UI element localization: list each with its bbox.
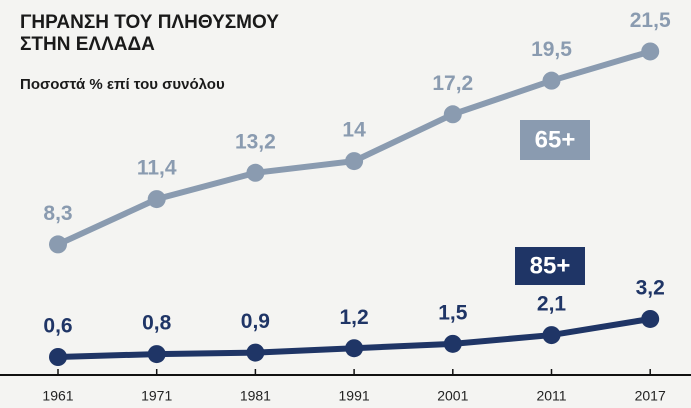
legend-label: 65+ bbox=[535, 126, 576, 153]
point bbox=[345, 152, 363, 170]
point bbox=[148, 190, 166, 208]
point bbox=[641, 310, 659, 328]
point bbox=[444, 335, 462, 353]
value-label: 1,5 bbox=[438, 301, 468, 324]
value-label: 11,4 bbox=[137, 157, 177, 180]
value-label: 0,6 bbox=[43, 315, 72, 338]
value-label: 13,2 bbox=[235, 130, 276, 153]
chart: ΓΗΡΑΝΣΗ ΤΟΥ ΠΛΗΘΥΣΜΟΥ ΣΤΗΝ ΕΛΛΑΔΑ Ποσοστ… bbox=[0, 0, 691, 408]
x-tick-label: 1971 bbox=[141, 388, 172, 404]
value-label: 3,2 bbox=[636, 277, 665, 300]
value-label: 17,2 bbox=[432, 72, 473, 95]
x-tick-label: 1961 bbox=[42, 388, 73, 404]
point bbox=[246, 344, 264, 362]
x-tick-label: 1981 bbox=[240, 388, 271, 404]
legend-label: 85+ bbox=[530, 252, 571, 279]
value-label: 2,1 bbox=[537, 293, 567, 316]
x-tick-label: 2001 bbox=[437, 388, 468, 404]
value-label: 14 bbox=[342, 119, 366, 142]
value-label: 21,5 bbox=[630, 9, 671, 32]
point bbox=[641, 42, 659, 60]
point bbox=[49, 235, 67, 253]
value-label: 0,9 bbox=[241, 310, 270, 333]
point bbox=[246, 164, 264, 182]
x-tick-label: 2017 bbox=[635, 388, 666, 404]
x-tick-label: 2011 bbox=[536, 388, 566, 404]
value-label: 1,2 bbox=[339, 306, 368, 329]
point bbox=[345, 339, 363, 357]
point bbox=[49, 348, 67, 366]
value-label: 0,8 bbox=[142, 312, 172, 335]
x-tick-label: 1991 bbox=[339, 388, 370, 404]
point bbox=[543, 72, 561, 90]
point bbox=[148, 345, 166, 363]
point bbox=[444, 105, 462, 123]
value-label: 8,3 bbox=[43, 202, 72, 225]
plot: 1961 1971 1981 1991 2001 2011 2017 8,3 11,4 13,2 1… bbox=[0, 0, 691, 408]
point bbox=[543, 326, 561, 344]
value-label: 19,5 bbox=[531, 38, 572, 61]
